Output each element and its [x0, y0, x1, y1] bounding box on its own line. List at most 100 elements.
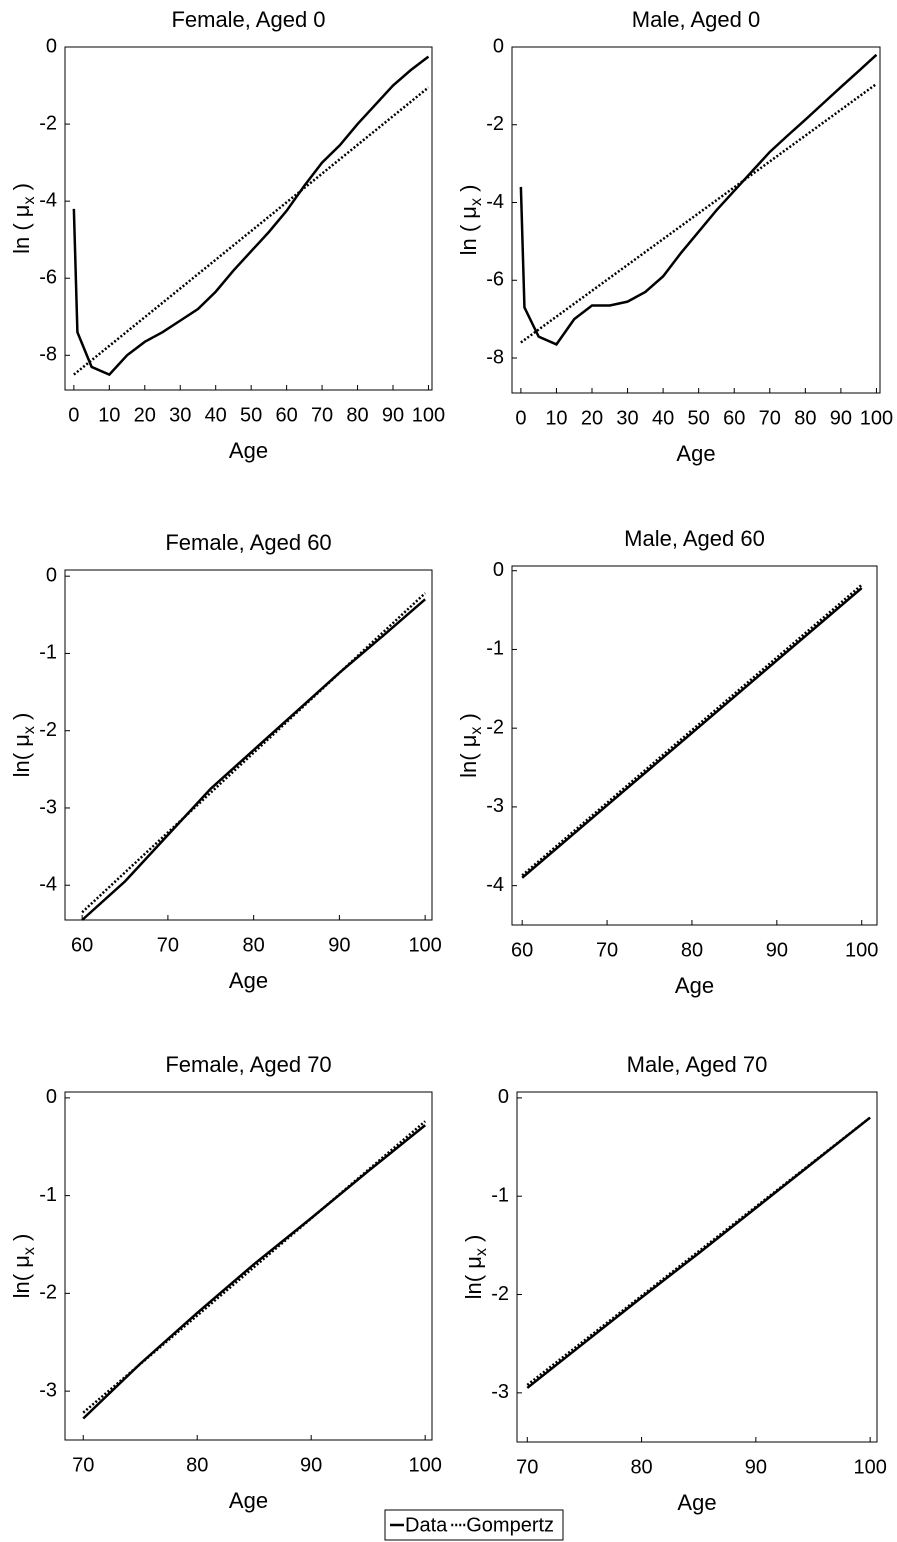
series-line	[73, 86, 430, 376]
x-tick-label: 60	[71, 934, 93, 956]
x-tick-label: 40	[652, 407, 674, 429]
x-tick-label: 70	[311, 404, 333, 426]
x-tick-label: 30	[616, 407, 638, 429]
y-tick-label: -1	[39, 1184, 57, 1206]
chart-title: Female, Aged 60	[165, 530, 331, 555]
y-tick-label: 0	[493, 35, 504, 57]
y-tick-label: -1	[486, 638, 504, 660]
y-tick-label: -8	[486, 346, 504, 368]
plot-area	[511, 46, 881, 394]
x-tick-label: 80	[346, 404, 368, 426]
series-line	[81, 598, 426, 921]
y-tick-label: -3	[486, 795, 504, 817]
x-tick-label: 100	[853, 1456, 886, 1478]
y-axis-label-main: ln( μ	[461, 1256, 486, 1299]
plot-area	[511, 565, 878, 926]
y-axis-label: ln ( μx )	[9, 183, 38, 254]
series-line	[520, 82, 878, 344]
x-tick-label: 50	[240, 404, 262, 426]
y-tick-label: -1	[39, 642, 57, 664]
x-tick-label: 100	[412, 404, 445, 426]
y-tick-label: 0	[46, 1086, 57, 1108]
y-axis-label: ln( μx )	[461, 1235, 490, 1300]
x-tick-label: 90	[745, 1456, 767, 1478]
y-axis-label-end: )	[461, 1235, 486, 1248]
x-tick-label: 90	[382, 404, 404, 426]
y-tick-label: -1	[491, 1184, 509, 1206]
subplot: Male, Aged 0 Age ln ( μx ) 0 10 20 30 40 50 60 70 8…	[456, 7, 893, 466]
subplot: Female, Aged 70 Age ln( μx ) 70 80 90 100 0 -1 -2…	[9, 1052, 442, 1513]
y-tick-label: -3	[491, 1381, 509, 1403]
y-axis-label: ln ( μx )	[456, 185, 485, 256]
legend-box	[384, 1509, 564, 1541]
x-tick-label: 30	[169, 404, 191, 426]
x-tick-label: 40	[205, 404, 227, 426]
subplot: Female, Aged 0 Age ln ( μx ) 0 10 20 30 40 50 60 7…	[9, 7, 445, 463]
x-tick-label: 70	[157, 934, 179, 956]
x-axis-label: Age	[677, 1490, 716, 1515]
y-tick-label: 0	[493, 559, 504, 581]
x-tick-label: 80	[681, 939, 703, 961]
y-tick-label: 0	[46, 564, 57, 586]
y-tick-label: 0	[498, 1086, 509, 1108]
x-tick-label: 10	[98, 404, 120, 426]
x-tick-label: 80	[186, 1454, 208, 1476]
subplot: Male, Aged 60 Age ln( μx ) 60 70 80 90 100 0 -1 -2…	[456, 526, 879, 998]
y-tick-label: -3	[39, 796, 57, 818]
plot-area	[64, 569, 433, 921]
chart-title: Male, Aged 70	[627, 1052, 768, 1077]
legend-label: Data	[405, 1514, 448, 1536]
y-axis-label: ln( μx )	[456, 713, 485, 778]
x-axis-label: Age	[675, 973, 714, 998]
y-axis-label: ln( μx )	[9, 1234, 38, 1299]
y-tick-label: -6	[486, 269, 504, 291]
plot-area	[516, 1091, 878, 1443]
x-tick-label: 100	[408, 1454, 441, 1476]
x-tick-label: 60	[511, 939, 533, 961]
y-tick-label: -4	[486, 191, 504, 213]
x-tick-label: 100	[860, 407, 893, 429]
x-tick-label: 10	[545, 407, 567, 429]
y-tick-label: -2	[39, 112, 57, 134]
x-axis-label: Age	[229, 1488, 268, 1513]
y-tick-label: 0	[46, 35, 57, 57]
y-axis-label-sub: x	[21, 1247, 38, 1255]
series-line	[72, 55, 430, 377]
x-tick-label: 20	[134, 404, 156, 426]
chart-title: Female, Aged 0	[171, 7, 325, 32]
y-axis-label: ln( μx )	[9, 713, 38, 778]
chart-title: Male, Aged 0	[632, 7, 760, 32]
x-tick-label: 80	[794, 407, 816, 429]
y-tick-label: -4	[39, 189, 57, 211]
x-tick-label: 90	[766, 939, 788, 961]
y-axis-label-sub: x	[21, 197, 38, 205]
y-axis-label-main: ln( μ	[9, 1255, 34, 1298]
x-tick-label: 90	[830, 407, 852, 429]
y-tick-label: -4	[486, 874, 504, 896]
x-tick-label: 20	[581, 407, 603, 429]
y-tick-label: -2	[39, 1282, 57, 1304]
subplot: Female, Aged 60 Age ln( μx ) 60 70 80 90 100 0 -1…	[9, 530, 442, 993]
series-line	[521, 583, 863, 877]
x-tick-label: 0	[68, 404, 79, 426]
y-tick-label: -2	[39, 719, 57, 741]
y-axis-label-end: )	[9, 183, 34, 196]
y-axis-label-sub: x	[468, 727, 485, 735]
plot-area	[64, 46, 433, 391]
series-line	[519, 53, 878, 346]
x-tick-label: 60	[275, 404, 297, 426]
series-line	[526, 1116, 871, 1386]
y-axis-label-main: ln( μ	[9, 734, 34, 777]
chart-title: Female, Aged 70	[165, 1052, 331, 1077]
y-axis-label-main: ln ( μ	[456, 206, 481, 255]
series-line	[521, 587, 863, 879]
x-tick-label: 0	[515, 407, 526, 429]
y-axis-label-main: ln ( μ	[9, 205, 34, 254]
x-tick-label: 80	[243, 934, 265, 956]
x-tick-label: 70	[516, 1456, 538, 1478]
y-axis-label-sub: x	[473, 1248, 490, 1256]
y-tick-label: -3	[39, 1379, 57, 1401]
series-line	[82, 1120, 426, 1414]
y-axis-label-sub: x	[21, 726, 38, 734]
legend-label: Gompertz	[466, 1514, 554, 1536]
